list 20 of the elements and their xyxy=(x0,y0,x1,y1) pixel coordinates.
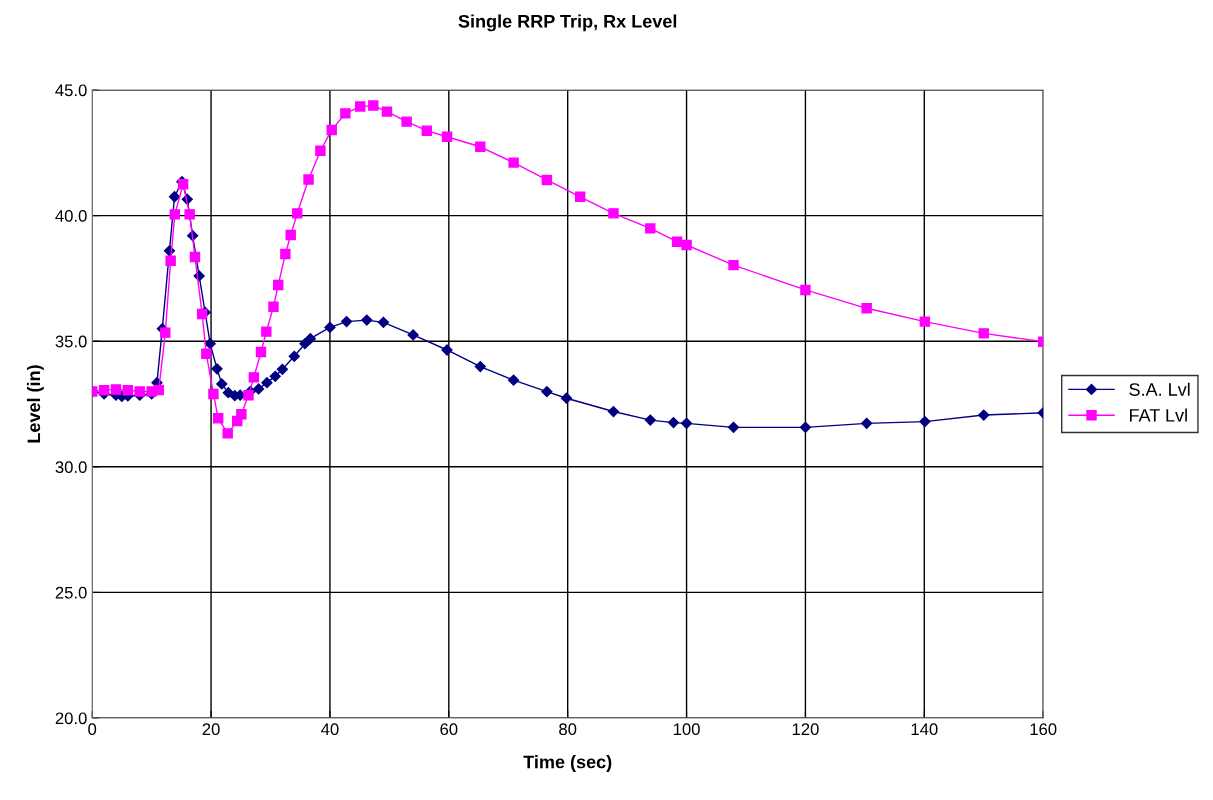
x-tick-label: 140 xyxy=(911,723,938,736)
x-tick-label: 0 xyxy=(88,723,97,736)
chart-title: Single RRP Trip, Rx Level xyxy=(458,14,677,32)
y-tick-label: 35.0 xyxy=(55,335,87,348)
y-axis-title: Level (in) xyxy=(26,365,44,443)
x-tick-label: 20 xyxy=(202,723,220,736)
x-axis-title: Time (sec) xyxy=(523,755,612,772)
y-tick-label: 30.0 xyxy=(55,461,87,473)
y-tick-label: 25.0 xyxy=(55,586,87,599)
x-tick-label: 80 xyxy=(559,723,577,736)
x-tick-label: 120 xyxy=(792,723,819,736)
x-tick-label: 160 xyxy=(1030,723,1057,736)
x-tick-label: 60 xyxy=(440,723,458,736)
y-tick-label: 45.0 xyxy=(55,84,87,97)
y-tick-label: 40.0 xyxy=(55,210,87,222)
x-tick-label: 100 xyxy=(673,723,700,736)
legend-label: S.A. Lvl xyxy=(1129,382,1190,396)
x-tick-label: 40 xyxy=(321,723,339,736)
legend-label: FAT Lvl xyxy=(1130,408,1187,422)
y-tick-label: 20.0 xyxy=(55,712,87,725)
